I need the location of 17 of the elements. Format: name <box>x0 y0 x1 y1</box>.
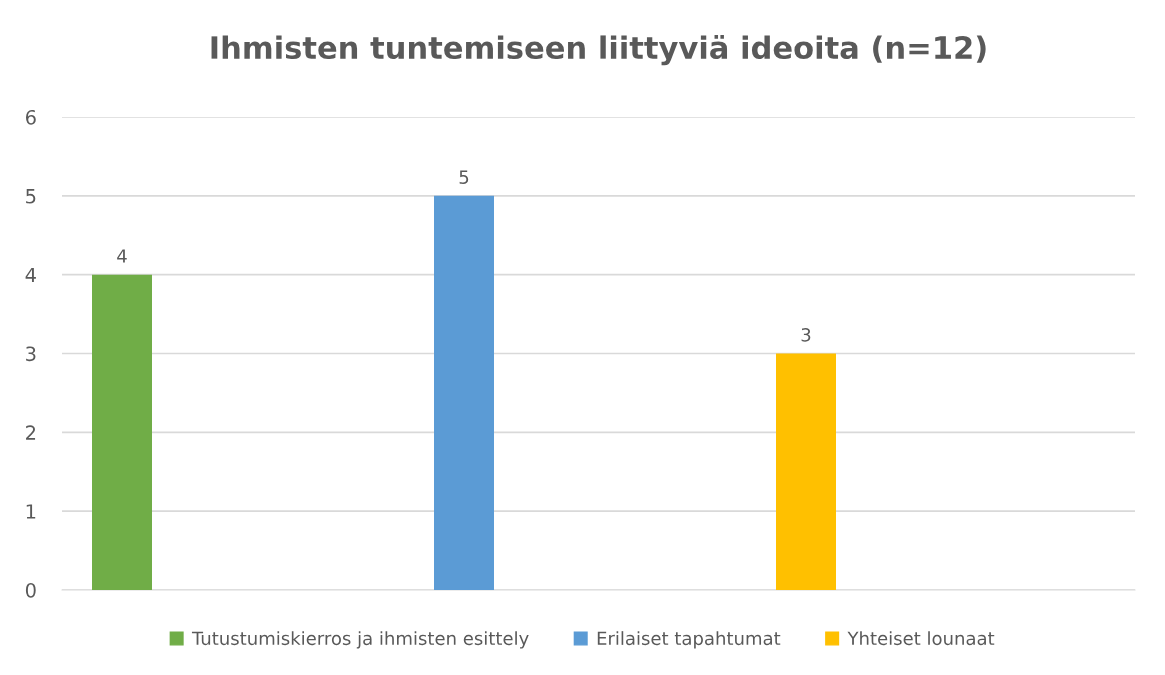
y-tick-label: 0 <box>25 582 36 598</box>
y-tick-label: 4 <box>25 267 36 283</box>
data-label: 5 <box>459 170 469 184</box>
y-tick-label: 6 <box>25 109 36 125</box>
legend-label: Tutustumiskierros ja ihmisten esittely <box>191 631 529 649</box>
y-tick-label: 1 <box>26 504 36 519</box>
legend-label: Yhteiset lounaat <box>847 631 995 646</box>
bar <box>776 353 836 590</box>
bar <box>92 274 152 590</box>
y-tick-label: 2 <box>26 425 36 440</box>
y-tick-label: 5 <box>26 189 36 204</box>
chart-title: Ihmisten tuntemiseen liittyviä ideoita (n=12) <box>211 35 986 66</box>
legend-label: Erilaiset tapahtumat <box>597 631 781 649</box>
data-label: 3 <box>801 328 811 342</box>
data-label: 4 <box>117 249 127 263</box>
bar <box>434 195 494 590</box>
y-tick-label: 3 <box>26 346 36 362</box>
